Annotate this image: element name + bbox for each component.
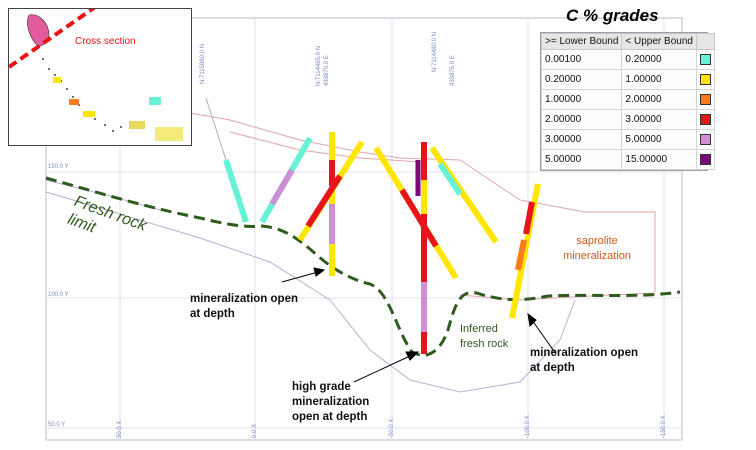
legend-row: 2.00000 3.00000 [540, 109, 715, 130]
legend-row: 0.20000 1.00000 [540, 69, 715, 90]
inset-grade-points [53, 77, 183, 141]
legend-upper: 0.20000 [621, 49, 697, 70]
inset-map-drawing [9, 9, 183, 141]
legend-swatch [699, 154, 711, 165]
legend-row: 5.00000 15.00000 [540, 149, 715, 170]
legend-row: 1.00000 2.00000 [540, 89, 715, 110]
open-depth-left-label: mineralization open at depth [190, 293, 298, 320]
legend-lower: 0.20000 [540, 69, 623, 90]
rl-label-100: 100.0 Y [48, 292, 69, 298]
rl-label-150: 150.0 Y [48, 164, 69, 170]
legend-row: 3.00000 5.00000 [540, 129, 715, 150]
annotation-arrows [281, 267, 557, 383]
drillhole-segment [269, 168, 295, 206]
inset-map: Cross section [8, 8, 192, 146]
legend-table: >= Lower Bound < Upper Bound 0.00100 0.2… [540, 33, 715, 170]
drill-holes [205, 97, 541, 354]
legend-header-lower: >= Lower Bound [540, 33, 623, 50]
top-label: 433875.0 E [450, 55, 456, 86]
legend-swatch [699, 114, 711, 125]
top-label: N:7114480.0 N [432, 32, 438, 72]
drillhole-segment [399, 188, 439, 248]
drillhole-segment [305, 174, 343, 228]
top-label: N:7115880.0 N [200, 44, 206, 84]
rl-label-50: 50.0 Y [48, 422, 65, 428]
legend-lower: 1.00000 [540, 89, 623, 110]
easting-label-m100: -100.0 X [525, 415, 531, 438]
legend-header-swatch [695, 33, 715, 50]
open-depth-right-label: mineralization open at depth [530, 347, 638, 374]
legend-lower: 3.00000 [540, 129, 623, 150]
easting-label-0: 0.0 X [252, 424, 258, 438]
legend-upper: 3.00000 [621, 109, 697, 130]
saprolite-label: saprolite mineralization [563, 235, 631, 262]
inset-label: Cross section [75, 36, 136, 47]
drillhole-segment [223, 159, 249, 223]
legend-lower: 0.00100 [540, 49, 623, 70]
inset-drill-collars [42, 58, 122, 132]
easting-label-m50: -50.0 X [389, 419, 395, 438]
legend-row: 0.00100 0.20000 [540, 49, 715, 70]
legend-swatch [699, 54, 711, 65]
drillhole-segment [523, 201, 535, 235]
legend-header-upper: < Upper Bound [621, 33, 697, 50]
fresh-rock-limit-line [45, 176, 681, 357]
easting-label-m150: -150.0 X [661, 415, 667, 438]
legend-swatch [699, 94, 711, 105]
legend-lower: 2.00000 [540, 109, 623, 130]
legend-lower: 5.00000 [540, 149, 623, 170]
drillhole-segment [515, 239, 527, 271]
inferred-fresh-rock-label: Inferred fresh rock [460, 323, 509, 350]
legend-upper: 15.00000 [621, 149, 697, 170]
grade-legend: >= Lower Bound < Upper Bound 0.00100 0.2… [540, 32, 715, 171]
section-frame [45, 17, 683, 441]
legend-swatch [699, 74, 711, 85]
top-label: N:7114485.0 N [316, 46, 322, 86]
legend-upper: 2.00000 [621, 89, 697, 110]
legend-title: C % grades [566, 6, 659, 25]
inset-terrain [27, 14, 50, 47]
section-line [9, 9, 96, 69]
legend-upper: 5.00000 [621, 129, 697, 150]
legend-swatch [699, 134, 711, 145]
legend-upper: 1.00000 [621, 69, 697, 90]
drillhole-segment [437, 162, 463, 196]
high-grade-label: high grade mineralization open at depth [292, 381, 370, 423]
easting-label-50: 50.0 X [117, 421, 123, 438]
top-label: 433870.0 E [324, 55, 330, 86]
